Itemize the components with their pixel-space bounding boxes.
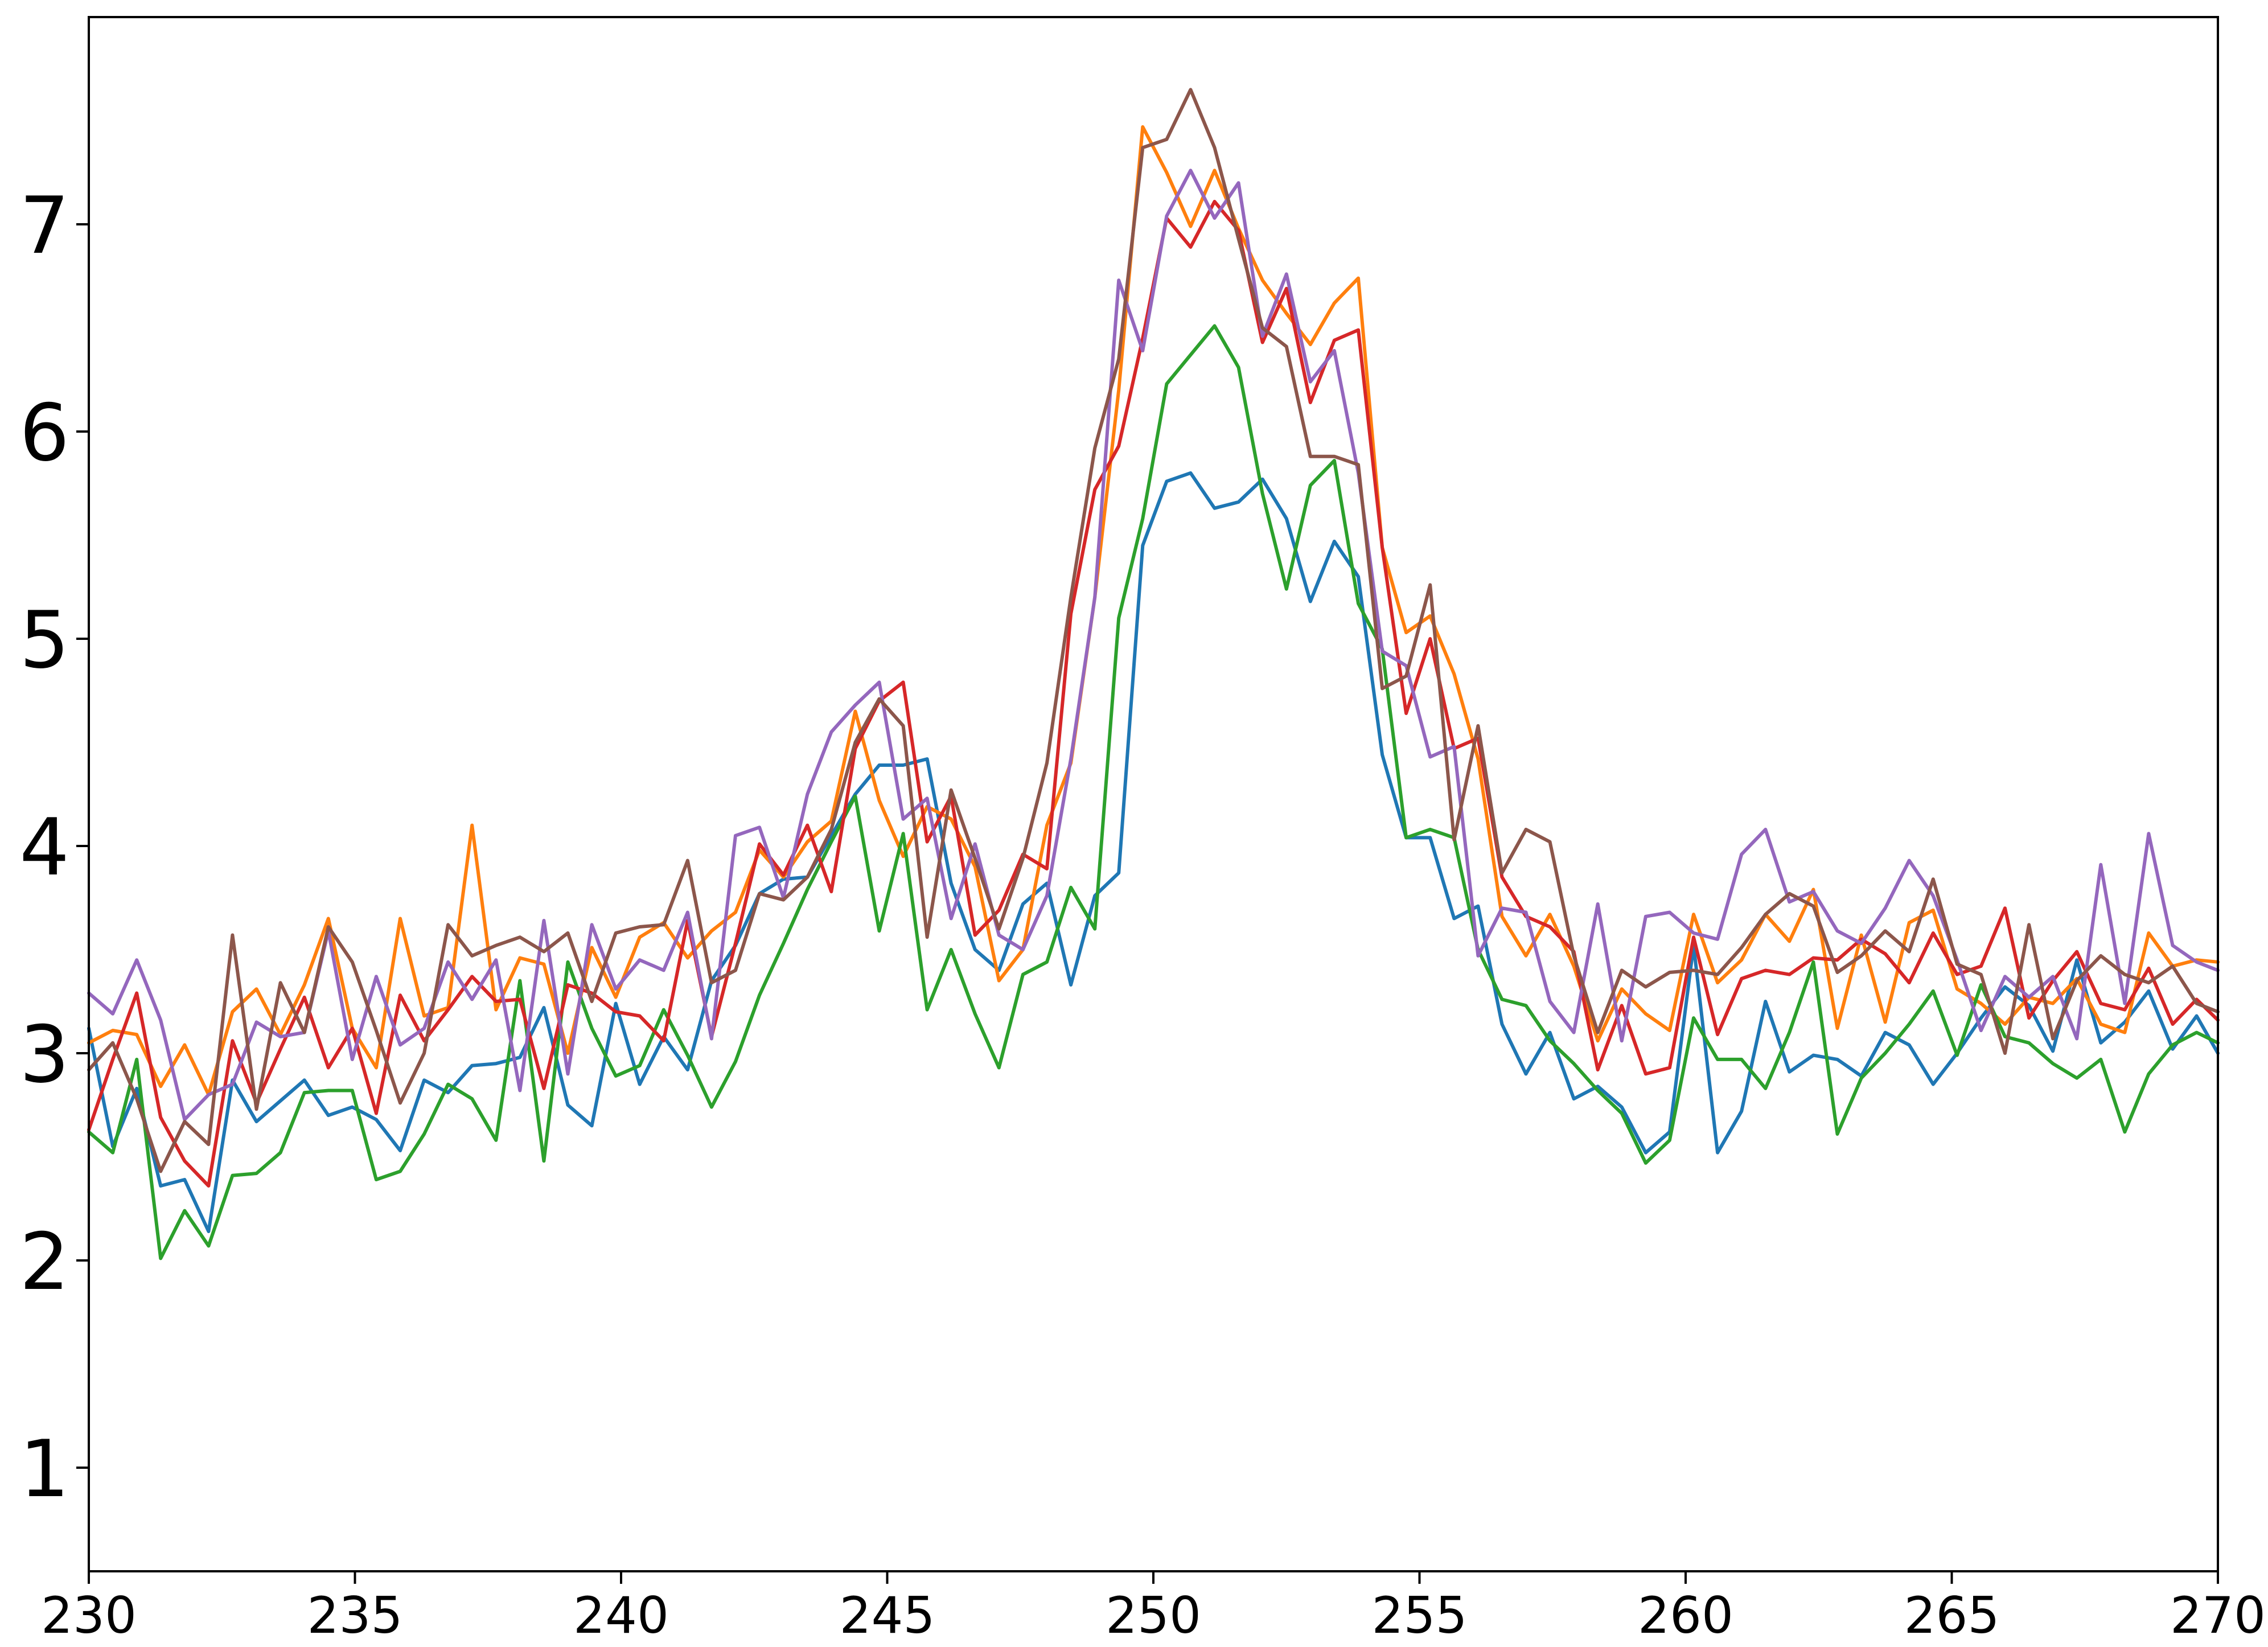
- y-tick-label: 6: [19, 387, 69, 479]
- x-tick-label: 245: [840, 1586, 935, 1644]
- y-tick-label: 7: [19, 180, 69, 272]
- y-tick-label: 5: [19, 594, 69, 686]
- series-line-6: [87, 88, 2220, 1173]
- y-tick-label: 1: [19, 1423, 69, 1515]
- x-tick-label: 255: [1372, 1586, 1468, 1644]
- x-tick-label: 250: [1106, 1586, 1201, 1644]
- x-tick-label: 270: [2170, 1586, 2266, 1644]
- x-tick-label: 260: [1638, 1586, 1733, 1644]
- y-tick-label: 4: [19, 802, 69, 893]
- y-tick-label: 3: [19, 1009, 69, 1100]
- x-tick-label: 235: [307, 1586, 403, 1644]
- x-tick-label: 230: [41, 1586, 137, 1644]
- x-tick-label: 240: [573, 1586, 669, 1644]
- x-tick-label: 265: [1904, 1586, 2000, 1644]
- series-line-3: [87, 324, 2220, 1260]
- series-line-5: [87, 169, 2220, 1122]
- x-axis: 230 235 240 245 250 255 260 265 270: [41, 1571, 2266, 1645]
- series-layer: [87, 88, 2220, 1260]
- y-tick-label: 2: [19, 1216, 69, 1308]
- y-axis: 1 2 3 4 5 6 7: [19, 180, 89, 1515]
